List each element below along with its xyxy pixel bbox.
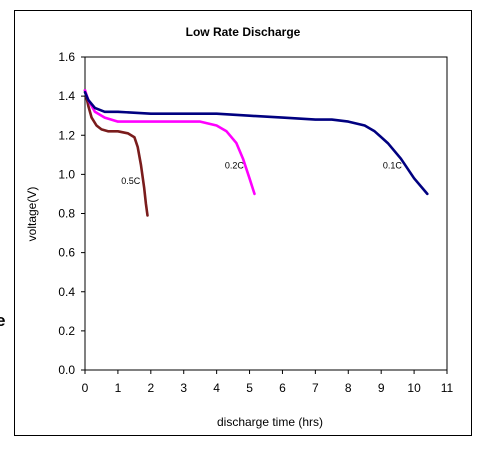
series-annotations: 0.5C 0.2C 0.1C: [121, 161, 402, 187]
y-tick-label: 0.0: [58, 363, 75, 377]
stray-clipped-text: е: [0, 311, 6, 330]
y-axis-label: voltage(V): [25, 187, 39, 242]
x-tick-label: 4: [213, 381, 220, 395]
y-tick-label: 1.2: [58, 128, 75, 142]
x-tick-label: 3: [180, 381, 187, 395]
x-tick-label: 1: [115, 381, 122, 395]
y-tick-label: 0.2: [58, 324, 75, 338]
x-tick-label: 2: [147, 381, 154, 395]
series-line-0.1C: [83, 90, 429, 196]
x-tick-label: 5: [246, 381, 253, 395]
y-tick-label: 1.0: [58, 167, 75, 181]
series-label: 0.1C: [383, 161, 403, 171]
y-tick-label: 1.4: [58, 89, 75, 103]
series-lines: [83, 89, 429, 217]
series-line-0.5C: [83, 89, 149, 217]
x-tick-label: 6: [279, 381, 286, 395]
x-axis-ticks: 0 1 2 3 4 5 6 7 8 9 10 11: [82, 370, 454, 395]
y-tick-label: 0.8: [58, 207, 75, 221]
x-axis-label: discharge time (hrs): [217, 415, 323, 429]
y-tick-label: 0.6: [58, 246, 75, 260]
plot-area: [84, 56, 448, 371]
y-tick-label: 0.4: [58, 285, 75, 299]
x-tick-label: 11: [441, 381, 454, 395]
y-tick-label: 1.6: [58, 50, 75, 64]
series-label: 0.2C: [225, 161, 245, 171]
x-tick-label: 8: [345, 381, 352, 395]
chart-title: Low Rate Discharge: [186, 25, 301, 39]
x-tick-label: 10: [407, 381, 421, 395]
x-tick-label: 7: [312, 381, 319, 395]
series-line-0.2C: [83, 89, 256, 196]
y-axis-ticks: 0.0 0.2 0.4 0.6 0.8 1.0 1.2 1.4 1.6: [58, 50, 85, 377]
chart-frame: [14, 10, 472, 436]
x-tick-label: 0: [82, 381, 89, 395]
series-label: 0.5C: [121, 176, 141, 186]
x-tick-label: 9: [378, 381, 385, 395]
